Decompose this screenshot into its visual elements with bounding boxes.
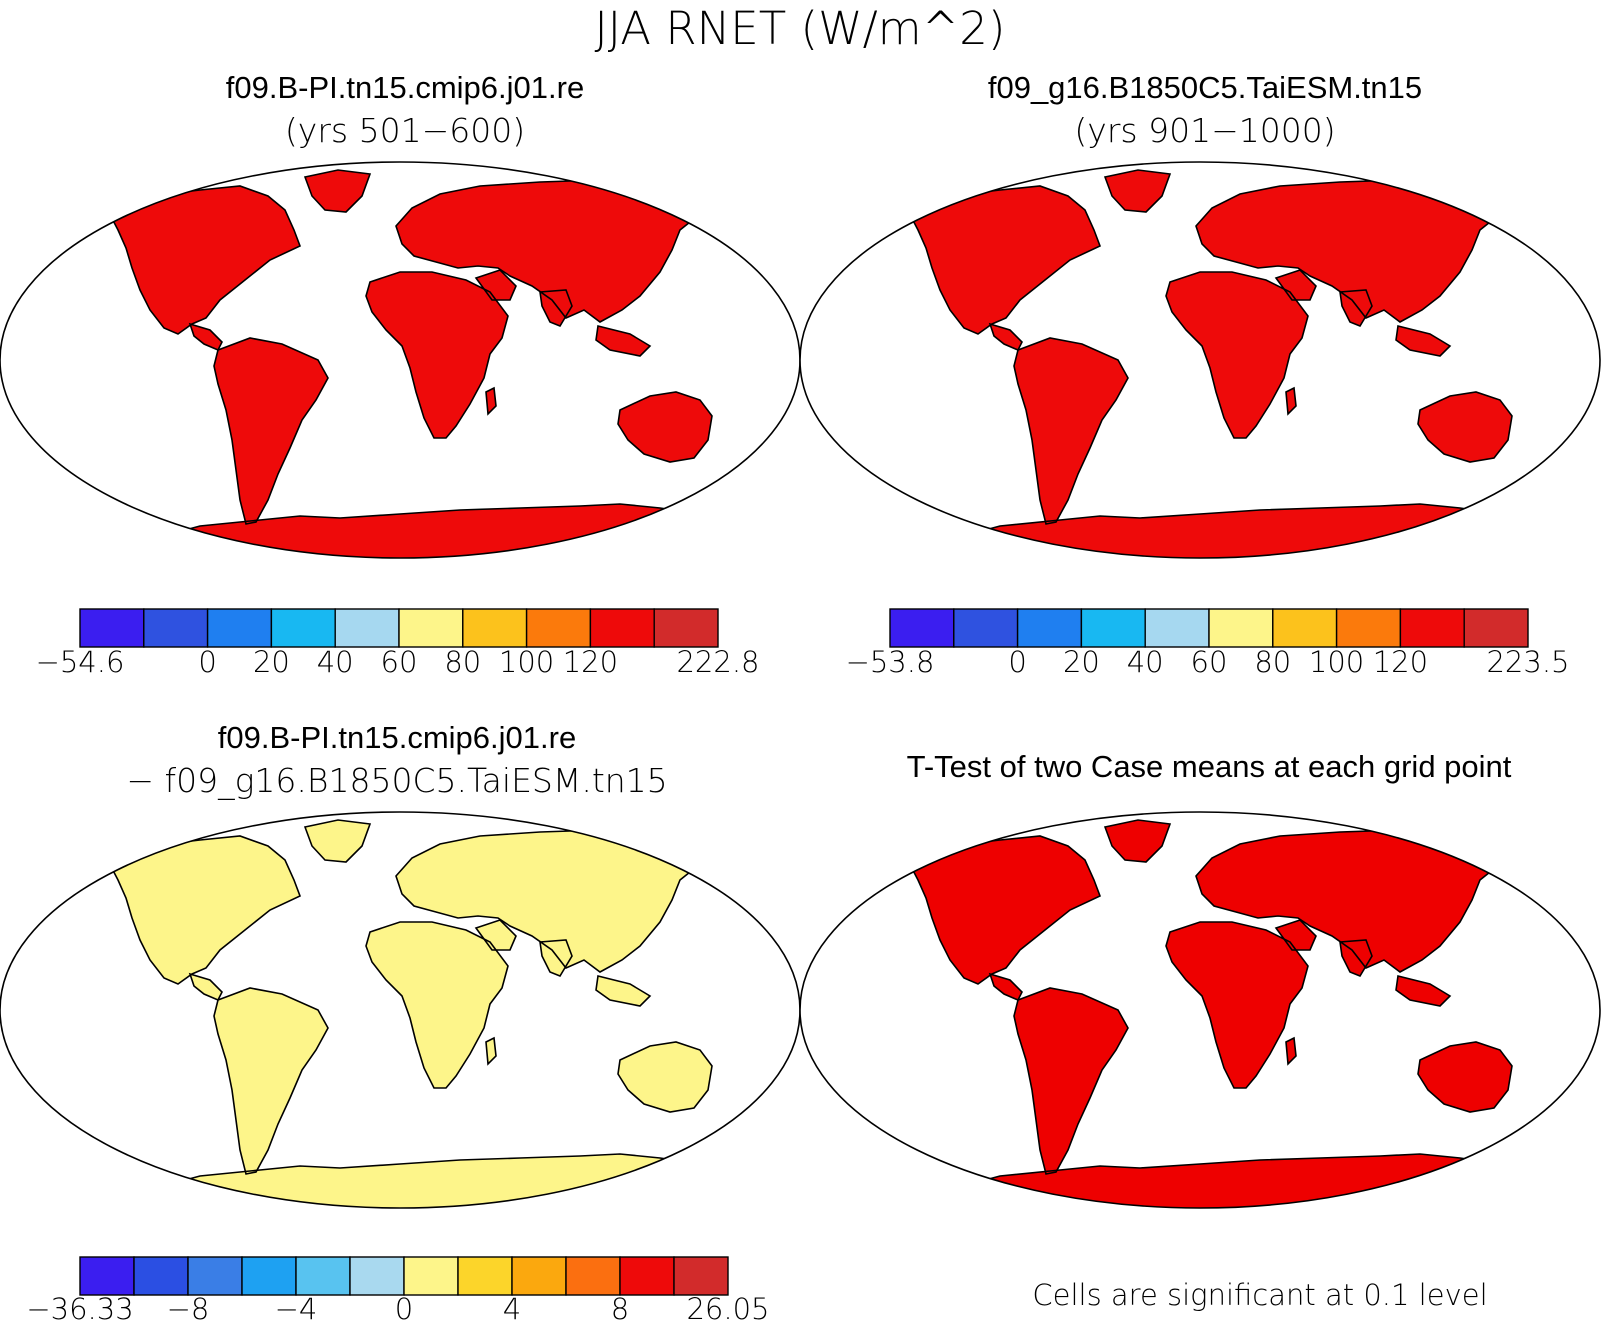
colorbar-tick-label: 40 <box>1127 645 1164 679</box>
colorbar-tick-label: −36.33 <box>26 1292 133 1326</box>
colorbar-tick-label: 0 <box>198 645 216 679</box>
panel1-subtitle: (yrs 501−600) <box>284 111 526 150</box>
colorbar-tick-label: −54.6 <box>36 645 125 679</box>
colorbar-box <box>511 1256 567 1296</box>
colorbar-box <box>953 608 1019 648</box>
colorbar-tick-label: 222.8 <box>676 645 759 679</box>
colorbar-box <box>1335 608 1402 648</box>
colorbar-box <box>403 1256 459 1296</box>
colorbar-box <box>1272 608 1338 648</box>
panel4-title: T-Test of two Case means at each grid po… <box>906 749 1512 784</box>
globe-outline <box>799 161 1601 559</box>
colorbar-box <box>889 608 955 648</box>
globe-outline <box>799 811 1601 1209</box>
map-panel-ttest <box>799 811 1601 1209</box>
colorbar-box <box>79 1256 135 1296</box>
map-panel-case2 <box>799 161 1601 559</box>
colorbar-tick-label: −4 <box>275 1292 318 1326</box>
colorbar-tick-label: −8 <box>167 1292 210 1326</box>
colorbar-tick-label: 0 <box>1008 645 1026 679</box>
colorbar-tick-label: 223.5 <box>1486 645 1569 679</box>
colorbar-tick-label: −53.8 <box>846 645 935 679</box>
panel1-title: f09.B-PI.tn15.cmip6.j01.re <box>225 70 585 105</box>
colorbar-box <box>619 1256 675 1296</box>
colorbar-box <box>653 608 719 648</box>
colorbar-box <box>1016 608 1083 648</box>
colorbar-difference: −36.33 −8 −4 0 4 8 26.05 <box>26 1256 770 1326</box>
colorbar-box <box>565 1256 621 1296</box>
colorbar-case2: −53.8 0 20 40 60 80 100 120 223.5 <box>846 608 1570 679</box>
colorbar-box <box>462 608 528 648</box>
colorbar-box <box>589 608 655 648</box>
colorbar-tick-label: 100 <box>1309 645 1364 679</box>
colorbar-tick-label: 80 <box>444 645 481 679</box>
panel4-footnote: Cells are significant at 0.1 level <box>1032 1278 1488 1312</box>
colorbar-case1: −54.6 0 20 40 60 80 100 120 222.8 <box>36 608 760 679</box>
colorbar-box <box>1399 608 1465 648</box>
colorbar-tick-label: 20 <box>1063 645 1100 679</box>
colorbar-box <box>133 1256 189 1296</box>
panel3-title: f09.B-PI.tn15.cmip6.j01.re <box>217 720 577 755</box>
colorbar-tick-label: 60 <box>381 645 418 679</box>
colorbar-box <box>457 1256 513 1296</box>
map-panel-case1 <box>0 161 801 559</box>
colorbar-box <box>241 1256 297 1296</box>
panel2-subtitle: (yrs 901−1000) <box>1074 111 1336 150</box>
colorbar-box <box>398 608 464 648</box>
colorbar-box <box>79 608 145 648</box>
colorbar-box <box>1144 608 1210 648</box>
colorbar-box <box>187 1256 243 1296</box>
colorbar-box <box>673 1256 729 1296</box>
panel3-subtitle: − f09_g16.B1850C5.TaiESM.tn15 <box>126 761 668 800</box>
colorbar-tick-label: 120 <box>1373 645 1428 679</box>
panel2-title: f09_g16.B1850C5.TaiESM.tn15 <box>987 70 1423 105</box>
colorbar-tick-label: 0 <box>395 1292 413 1326</box>
colorbar-tick-label: 80 <box>1254 645 1291 679</box>
colorbar-tick-label: 26.05 <box>686 1292 769 1326</box>
colorbar-box <box>525 608 592 648</box>
colorbar-box <box>334 608 400 648</box>
colorbar-tick-label: 4 <box>503 1292 521 1326</box>
colorbar-box <box>206 608 273 648</box>
colorbar-tick-label: 8 <box>611 1292 629 1326</box>
colorbar-box <box>143 608 209 648</box>
colorbar-box <box>1463 608 1529 648</box>
colorbar-tick-label: 60 <box>1191 645 1228 679</box>
colorbar-box <box>349 1256 405 1296</box>
colorbar-tick-label: 40 <box>317 645 354 679</box>
figure-title: JJA RNET (W/m^2) <box>594 2 1006 55</box>
colorbar-box <box>1080 608 1146 648</box>
colorbar-tick-label: 120 <box>563 645 618 679</box>
colorbar-tick-label: 100 <box>499 645 554 679</box>
colorbar-box <box>270 608 336 648</box>
colorbar-box <box>1208 608 1274 648</box>
map-panel-difference <box>0 811 801 1209</box>
colorbar-box <box>295 1256 351 1296</box>
colorbar-tick-label: 20 <box>253 645 290 679</box>
